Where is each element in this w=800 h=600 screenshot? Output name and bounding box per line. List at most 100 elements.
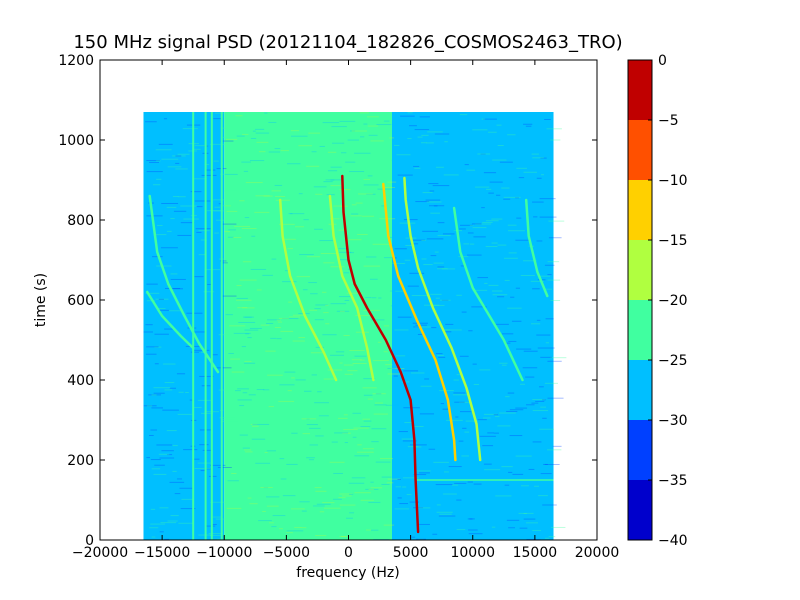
noise-streak [193, 148, 201, 150]
noise-streak [146, 171, 163, 173]
noise-streak [163, 118, 168, 120]
noise-streak [173, 288, 183, 290]
noise-streak [515, 197, 520, 199]
noise-streak [508, 527, 515, 529]
noise-streak [280, 330, 294, 332]
noise-streak [220, 140, 234, 142]
noise-streak [544, 537, 550, 539]
noise-streak [506, 410, 518, 412]
noise-streak [535, 400, 545, 402]
colorbar-tick-label: −10 [658, 173, 688, 189]
noise-streak [403, 370, 419, 372]
noise-streak [210, 464, 226, 466]
noise-streak [270, 337, 277, 339]
noise-streak [252, 423, 270, 425]
noise-streak [200, 470, 206, 472]
noise-streak [460, 265, 466, 267]
noise-streak [260, 324, 270, 326]
noise-streak [169, 387, 176, 389]
noise-streak [452, 394, 469, 396]
noise-streak [151, 536, 156, 538]
noise-streak [213, 160, 219, 162]
noise-streak [294, 526, 302, 528]
noise-streak [192, 178, 207, 180]
noise-streak [315, 435, 324, 437]
noise-streak [427, 131, 443, 133]
noise-streak [167, 166, 182, 168]
noise-streak [531, 402, 539, 404]
noise-streak [421, 134, 429, 136]
noise-streak [224, 205, 232, 207]
noise-streak [173, 210, 187, 212]
noise-streak [252, 130, 256, 132]
noise-streak [218, 389, 236, 391]
noise-streak [438, 356, 446, 358]
noise-streak [468, 330, 473, 332]
noise-streak [164, 538, 170, 540]
noise-streak [258, 520, 272, 522]
noise-streak [363, 265, 381, 267]
noise-streak [468, 533, 483, 535]
noise-streak [218, 203, 223, 205]
noise-streak [523, 350, 538, 352]
noise-streak [412, 322, 428, 324]
noise-streak [222, 295, 237, 297]
noise-streak [428, 183, 439, 185]
noise-streak [151, 407, 163, 409]
noise-streak [433, 461, 449, 463]
noise-streak [343, 272, 349, 274]
noise-streak [239, 434, 248, 436]
noise-streak [539, 428, 555, 430]
noise-streak [440, 299, 451, 301]
noise-streak [385, 404, 399, 406]
noise-streak [410, 243, 419, 245]
noise-streak [453, 392, 466, 394]
noise-streak [306, 256, 321, 258]
noise-streak [242, 447, 250, 449]
noise-streak [483, 172, 497, 174]
noise-streak [390, 368, 405, 370]
noise-streak [435, 297, 440, 299]
signal-trace [278, 198, 338, 382]
noise-streak [194, 331, 207, 333]
noise-streak [548, 220, 565, 222]
noise-streak [251, 235, 256, 237]
noise-streak [210, 501, 228, 503]
noise-streak [394, 329, 409, 331]
noise-streak [287, 248, 293, 250]
noise-streak [406, 494, 412, 496]
noise-streak [471, 306, 487, 308]
noise-streak [271, 526, 277, 528]
noise-streak [315, 535, 327, 537]
noise-streak [484, 469, 501, 471]
noise-streak [511, 320, 522, 322]
noise-streak [351, 477, 366, 479]
noise-streak [505, 396, 510, 398]
noise-streak [311, 374, 317, 376]
noise-streak [155, 298, 169, 300]
noise-streak [350, 130, 356, 132]
noise-streak [367, 398, 373, 400]
noise-streak [239, 405, 245, 407]
noise-streak [278, 317, 289, 319]
noise-streak [327, 151, 337, 153]
noise-streak [235, 115, 243, 117]
noise-streak [508, 340, 517, 342]
noise-streak [337, 417, 348, 419]
noise-streak [363, 420, 372, 422]
noise-streak [197, 399, 211, 401]
noise-streak [456, 499, 462, 501]
noise-streak [381, 483, 390, 485]
noise-streak [516, 348, 532, 350]
noise-streak [272, 515, 286, 517]
noise-streak [237, 307, 248, 309]
noise-streak [387, 373, 404, 375]
noise-streak [322, 502, 335, 504]
noise-streak [352, 412, 362, 414]
noise-streak [314, 228, 323, 230]
noise-streak [183, 218, 199, 220]
noise-streak [370, 481, 374, 483]
noise-streak [194, 467, 211, 469]
noise-streak [220, 127, 228, 129]
noise-streak [175, 168, 188, 170]
